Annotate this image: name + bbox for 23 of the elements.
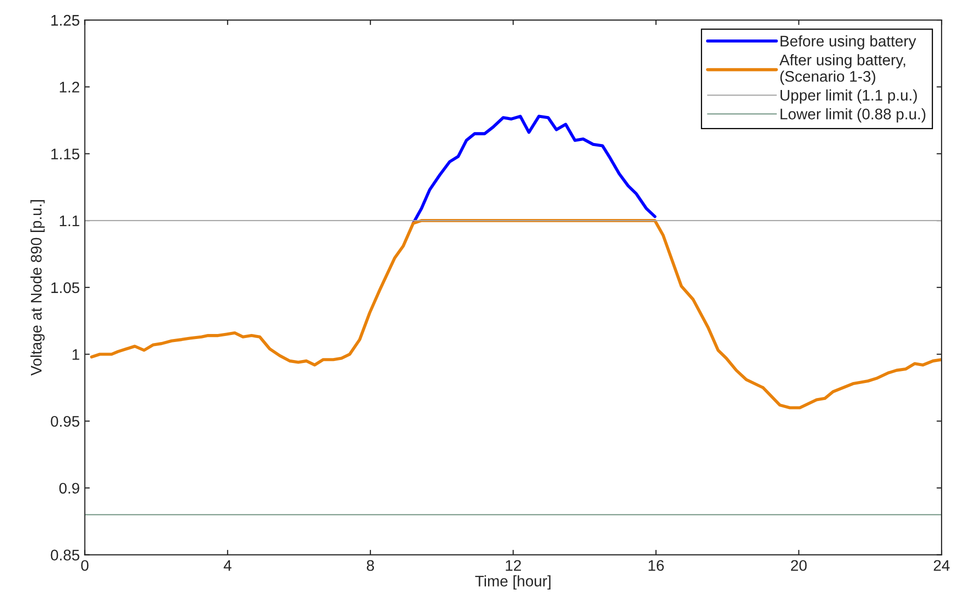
y-tick-label: 1.25 [51,14,80,26]
y-tick-label: 0.9 [59,482,80,494]
x-axis-title: Time [hour] [475,575,550,590]
x-tick-label: 12 [506,560,521,571]
y-axis-title: Voltage at Node 890 [p.u.] [30,200,45,376]
legend-label: Lower limit (0.88 p.u.) [780,108,926,122]
x-tick-label: 8 [366,560,374,571]
y-tick-label: 1.2 [60,82,80,92]
legend-label: Upper limit (1.1 p.u.) [780,89,917,104]
line-series [412,114,656,225]
x-tick-label: 16 [648,560,664,571]
x-tick-label: 20 [791,560,807,571]
y-tick-label: 1.15 [51,148,80,160]
y-tick-label: 1.05 [51,282,80,294]
legend-label: Before using battery [780,35,916,50]
y-tick-label: 0.95 [50,416,80,427]
x-tick-label: 0 [81,560,88,571]
y-tick-label: 1.1 [60,216,80,226]
x-tick-label: 24 [934,560,950,571]
y-tick-label: 0.85 [50,550,80,560]
y-tick-label: 1 [72,349,80,360]
legend-label: After using battery, (Scenario 1-3) [779,54,906,85]
x-tick-label: 4 [224,560,232,571]
